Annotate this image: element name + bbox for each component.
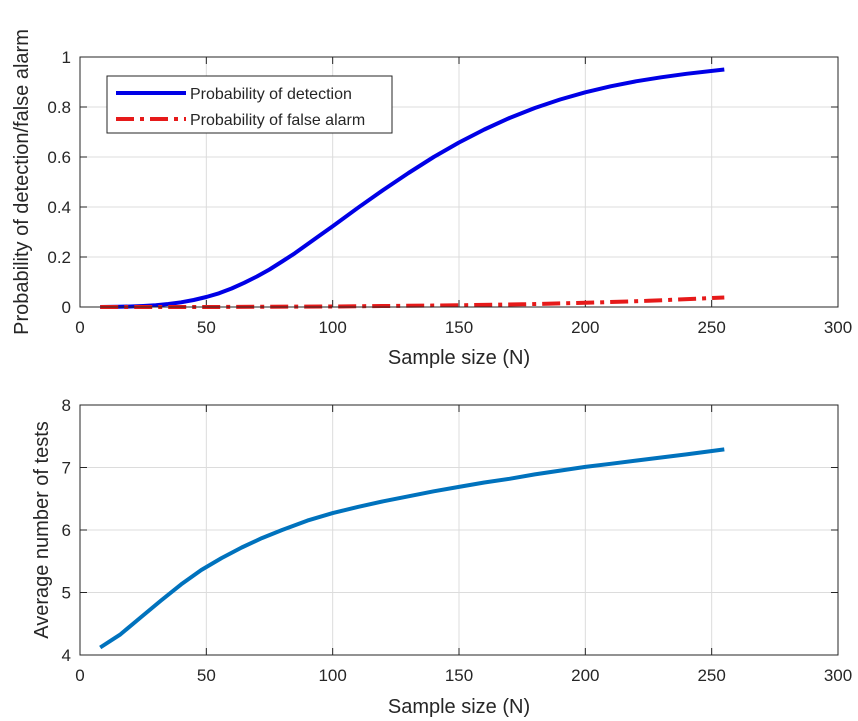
x-tick-label: 250 (697, 666, 725, 685)
x-tick-label: 300 (824, 666, 852, 685)
legend-box (106, 75, 393, 134)
axes-box (79, 404, 839, 656)
chart-panel-1: 0 50 100 150 200 250 300 0 0.2 0.4 0.6 0.8 1 Sample s… (11, 29, 852, 369)
y-axis-label: Average number of tests (31, 421, 53, 639)
y-tick-label: 0.8 (47, 98, 71, 117)
legend: Probability of detection Probability of f… (106, 75, 393, 134)
chart-panel-2: 0 50 100 150 200 250 300 4 5 6 7 8 Sample size (N) Av… (31, 396, 852, 718)
series-line-1 (100, 67, 725, 309)
x-axis-label: Sample size (N) (388, 696, 530, 718)
legend-label-1: Probability of detection (190, 86, 352, 103)
x-tick-label: 300 (824, 318, 852, 337)
x-tick-label: 0 (75, 318, 84, 337)
y-tick-label: 0.4 (47, 198, 71, 217)
y-tick-label: 0 (62, 298, 71, 317)
x-tick-label: 200 (571, 666, 599, 685)
series-line-1 (99, 447, 725, 650)
y-tick-label: 0.2 (47, 248, 71, 267)
y-tick-label: 0.6 (47, 148, 71, 167)
y-tick-label: 8 (62, 396, 71, 415)
x-tick-label: 50 (197, 318, 216, 337)
x-tick-label: 100 (318, 666, 346, 685)
y-tick-label: 5 (62, 584, 71, 603)
y-tick-label: 1 (62, 48, 71, 67)
x-tick-label: 50 (197, 666, 216, 685)
x-tick-label: 150 (445, 666, 473, 685)
legend-label-2: Probability of false alarm (190, 112, 365, 129)
y-tick-label: 4 (62, 646, 71, 665)
x-tick-label: 0 (75, 666, 84, 685)
axes-box (79, 56, 839, 308)
x-tick-label: 250 (697, 318, 725, 337)
x-tick-label: 200 (571, 318, 599, 337)
y-tick-label: 6 (62, 521, 71, 540)
x-tick-label: 150 (445, 318, 473, 337)
x-tick-label: 100 (318, 318, 346, 337)
x-axis-label: Sample size (N) (388, 347, 530, 369)
y-tick-label: 7 (62, 459, 71, 478)
y-axis-label: Probability of detection/false alarm (11, 29, 33, 335)
